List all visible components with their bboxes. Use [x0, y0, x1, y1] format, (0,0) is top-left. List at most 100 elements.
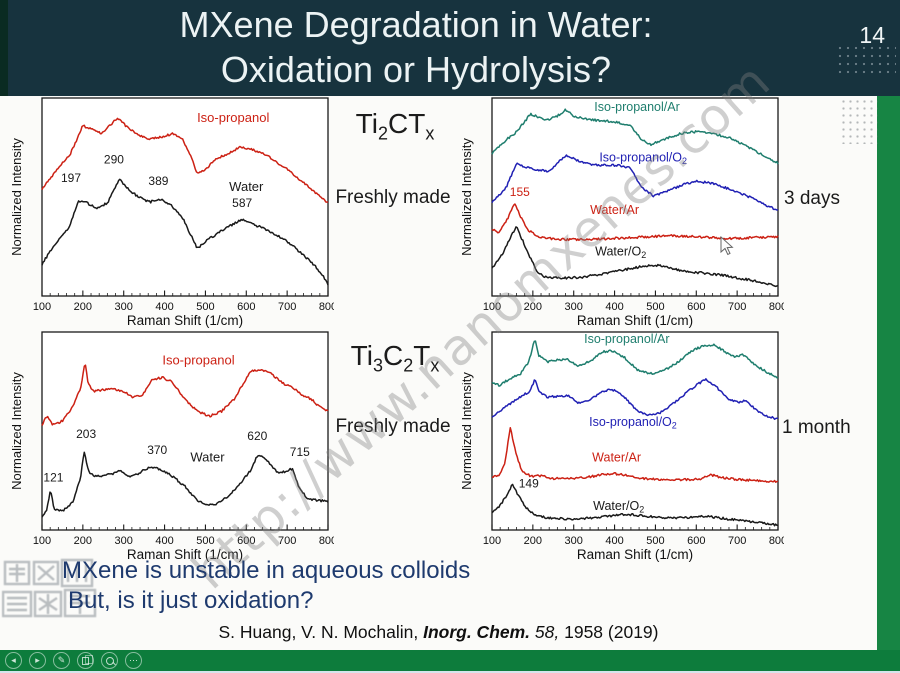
zoom-button[interactable]: [101, 652, 118, 669]
pages-button[interactable]: [77, 652, 94, 669]
label-freshly-made-top: Freshly made: [335, 187, 451, 208]
svg-text:200: 200: [74, 535, 92, 547]
svg-text:Normalized Intensity: Normalized Intensity: [12, 372, 24, 490]
svg-text:197: 197: [61, 171, 81, 185]
svg-text:500: 500: [196, 301, 214, 313]
svg-text:700: 700: [278, 301, 296, 313]
svg-text:100: 100: [483, 301, 501, 313]
conclusion-line2: But, is it just oxidation?: [68, 587, 314, 614]
pen-annotate-button[interactable]: ✎: [53, 652, 70, 669]
formula-sub: 3: [372, 355, 383, 376]
svg-text:100: 100: [483, 535, 501, 547]
previous-slide-button[interactable]: ◂: [5, 652, 22, 669]
previous-icon: ◂: [11, 655, 16, 665]
svg-text:Raman Shift (1/cm): Raman Shift (1/cm): [577, 313, 693, 328]
svg-text:500: 500: [646, 535, 664, 547]
raman-chart-ti2ctx-3days: 100 200 300 400 500 600 700 800 Raman Shift (1/c…: [459, 96, 787, 328]
svg-text:715: 715: [290, 445, 310, 459]
svg-text:Normalized Intensity: Normalized Intensity: [462, 138, 474, 256]
header-left-accent: [0, 0, 8, 96]
mouse-cursor: [720, 236, 734, 256]
svg-text:200: 200: [74, 301, 92, 313]
conclusion-line1: MXene is unstable in aqueous colloids: [62, 557, 471, 584]
svg-text:Normalized Intensity: Normalized Intensity: [12, 138, 24, 256]
citation-volume: 58,: [534, 622, 565, 642]
svg-text:100: 100: [33, 535, 51, 547]
next-icon: ▸: [35, 655, 40, 665]
raman-chart-ti2ctx-fresh: 100 200 300 400 500 600 700 800 Raman Shift (1/c…: [9, 96, 337, 328]
decor-dots-body: [840, 98, 878, 144]
svg-text:400: 400: [605, 535, 623, 547]
right-accent-bar: [877, 96, 900, 650]
svg-text:100: 100: [33, 301, 51, 313]
svg-text:Water: Water: [229, 179, 264, 194]
svg-text:200: 200: [524, 301, 542, 313]
svg-text:800: 800: [319, 535, 334, 547]
next-slide-button[interactable]: ▸: [29, 652, 46, 669]
svg-text:Normalized Intensity: Normalized Intensity: [462, 372, 474, 490]
svg-text:389: 389: [148, 174, 168, 188]
formula-sub: 2: [403, 355, 414, 376]
formula-text: T: [413, 340, 431, 371]
citation-pages-year: 1958 (2019): [564, 622, 659, 642]
recorder-watermark-stamp: [2, 558, 97, 618]
slide-title-line2: Oxidation or Hydrolysis?: [220, 49, 612, 90]
svg-text:620: 620: [247, 429, 267, 443]
svg-text:800: 800: [769, 535, 784, 547]
label-1-month: 1 month: [782, 417, 851, 438]
svg-text:Water/Ar: Water/Ar: [592, 451, 641, 465]
svg-text:Water/O2: Water/O2: [593, 499, 644, 515]
slide-title: MXene Degradation in Water: Oxidation or…: [0, 2, 832, 92]
svg-text:Iso-propanol: Iso-propanol: [197, 110, 269, 125]
pages-icon: [82, 654, 93, 665]
svg-text:300: 300: [565, 301, 583, 313]
svg-text:Raman Shift (1/cm): Raman Shift (1/cm): [577, 547, 693, 562]
svg-text:Water/O2: Water/O2: [595, 244, 646, 260]
slide-header: MXene Degradation in Water: Oxidation or…: [0, 0, 900, 96]
svg-text:700: 700: [728, 535, 746, 547]
svg-text:290: 290: [104, 152, 124, 166]
svg-text:600: 600: [237, 301, 255, 313]
svg-text:600: 600: [687, 535, 705, 547]
svg-text:121: 121: [43, 470, 63, 484]
svg-text:400: 400: [155, 535, 173, 547]
formula-sub: 2: [377, 123, 388, 144]
svg-text:500: 500: [196, 535, 214, 547]
svg-text:370: 370: [147, 443, 167, 457]
svg-text:400: 400: [155, 301, 173, 313]
formula-ti2ctx: Ti2CTx: [330, 108, 460, 145]
svg-text:Raman Shift (1/cm): Raman Shift (1/cm): [127, 547, 243, 562]
svg-text:Raman Shift (1/cm): Raman Shift (1/cm): [127, 313, 243, 328]
formula-text: Ti: [350, 340, 373, 371]
svg-text:Water/Ar: Water/Ar: [590, 203, 639, 217]
formula-sub: x: [425, 123, 435, 144]
svg-text:Iso-propanol/Ar: Iso-propanol/Ar: [594, 100, 679, 114]
formula-text: CT: [387, 108, 426, 139]
svg-text:600: 600: [237, 535, 255, 547]
formula-text: Ti: [355, 108, 378, 139]
slide-title-line1: MXene Degradation in Water:: [179, 4, 653, 45]
svg-text:300: 300: [115, 535, 133, 547]
svg-text:200: 200: [524, 535, 542, 547]
bottom-edge-strip: [0, 671, 900, 673]
svg-text:Iso-propanol/Ar: Iso-propanol/Ar: [584, 332, 669, 346]
raman-chart-ti3c2tx-1month: 100 200 300 400 500 600 700 800 Raman Shift (1/c…: [459, 330, 787, 562]
citation-authors: S. Huang, V. N. Mochalin,: [218, 622, 424, 642]
ellipsis-icon: ⋯: [129, 655, 138, 665]
svg-text:Iso-propanol: Iso-propanol: [162, 353, 234, 368]
more-options-button[interactable]: ⋯: [125, 652, 142, 669]
svg-text:600: 600: [687, 301, 705, 313]
svg-text:300: 300: [565, 535, 583, 547]
label-3-days: 3 days: [784, 188, 840, 209]
svg-text:700: 700: [278, 535, 296, 547]
svg-text:155: 155: [510, 185, 530, 199]
svg-text:500: 500: [646, 301, 664, 313]
magnifier-icon: [105, 656, 114, 665]
raman-chart-ti3c2tx-fresh: 100 200 300 400 500 600 700 800 Raman Shift (1/c…: [9, 330, 337, 562]
svg-text:800: 800: [769, 301, 784, 313]
svg-text:Water: Water: [190, 450, 225, 465]
svg-text:149: 149: [519, 476, 539, 490]
svg-text:400: 400: [605, 301, 623, 313]
svg-text:Iso-propanol/O2: Iso-propanol/O2: [589, 415, 677, 431]
viewer-toolbar: ◂ ▸ ✎ ⋯: [0, 650, 900, 671]
